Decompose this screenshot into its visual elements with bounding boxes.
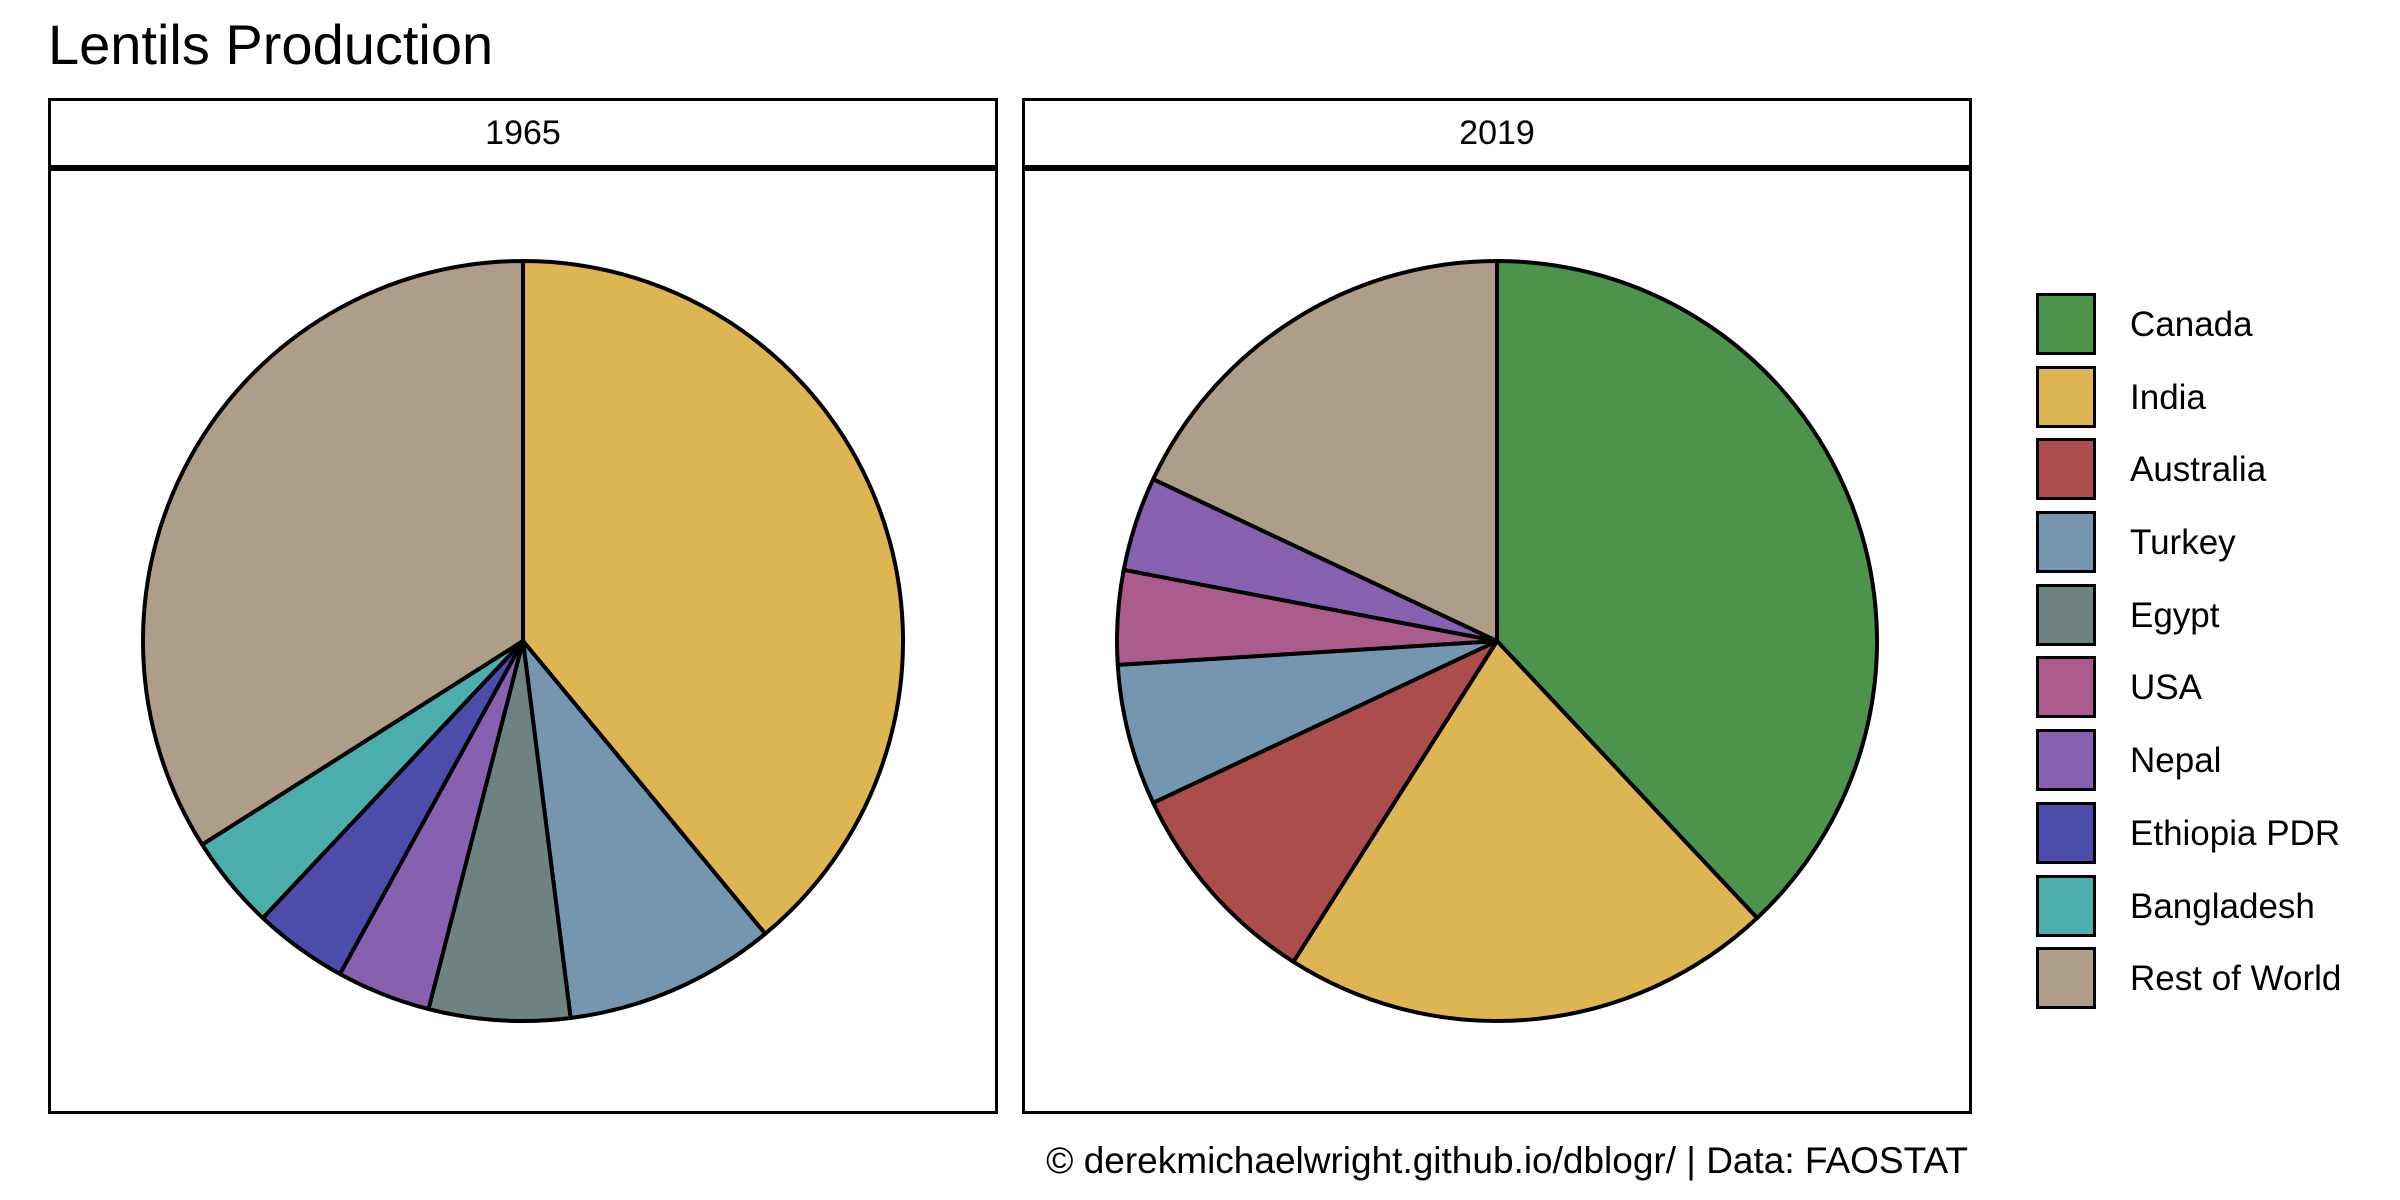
legend-label-canada: Canada <box>2130 305 2253 344</box>
legend-key-bangladesh <box>2036 874 2096 937</box>
chart-title: Lentils Production <box>48 13 494 76</box>
legend-label-egypt: Egypt <box>2130 595 2220 635</box>
legend-item-nepal: Nepal <box>2036 726 2386 799</box>
pie-chart-1965 <box>141 259 905 1023</box>
pie-slice-1965-rest-of-world <box>141 259 525 847</box>
facet-strip-1965: 1965 <box>48 98 998 168</box>
facet-panel-1965: 1965 <box>48 98 998 1114</box>
legend-label-bangladesh: Bangladesh <box>2130 886 2315 926</box>
legend-item-usa: USA <box>2036 653 2386 726</box>
legend-label-australia: Australia <box>2130 450 2267 490</box>
legend-label-nepal: Nepal <box>2130 741 2222 781</box>
legend-label-india: India <box>2130 377 2206 417</box>
legend: Canada India Australia Turkey Egypt USA Nepal E… <box>2036 290 2386 1017</box>
legend-key-ethiopia-pdr <box>2036 801 2096 864</box>
pie-slice-2019-rest-of-world <box>1151 259 1499 643</box>
legend-key-nepal <box>2036 729 2096 792</box>
pie-slice-2019-india <box>1291 639 1760 1023</box>
legend-key-usa <box>2036 656 2096 719</box>
legend-label-usa: USA <box>2130 668 2202 708</box>
legend-label-rest-of-world: Rest of World <box>2130 959 2342 999</box>
plot-area-2019 <box>1022 168 1972 1114</box>
pie-slice-1965-turkey <box>521 639 768 1020</box>
pie-slice-2019-canada <box>1495 259 1879 921</box>
pie-slice-1965-india <box>521 259 905 936</box>
pie-slice-2019-turkey <box>1115 639 1499 805</box>
legend-key-egypt <box>2036 583 2096 646</box>
legend-label-ethiopia-pdr: Ethiopia PDR <box>2130 813 2341 853</box>
legend-key-turkey <box>2036 511 2096 574</box>
legend-item-rest-of-world: Rest of World <box>2036 944 2386 1017</box>
legend-key-rest-of-world <box>2036 947 2096 1010</box>
pie-slice-1965-egypt <box>426 639 573 1023</box>
legend-key-canada <box>2036 293 2096 355</box>
facet-label-2019: 2019 <box>1459 113 1535 152</box>
legend-key-india <box>2036 365 2096 428</box>
legend-item-turkey: Turkey <box>2036 508 2386 581</box>
legend-item-bangladesh: Bangladesh <box>2036 872 2386 945</box>
legend-label-turkey: Turkey <box>2130 523 2236 563</box>
pie-chart-2019 <box>1115 259 1879 1023</box>
plot-area-1965 <box>48 168 998 1114</box>
facet-strip-2019: 2019 <box>1022 98 1972 168</box>
legend-item-australia: Australia <box>2036 435 2386 508</box>
legend-key-australia <box>2036 438 2096 501</box>
facet-panel-2019: 2019 <box>1022 98 1972 1114</box>
legend-item-india: India <box>2036 363 2386 436</box>
legend-item-canada: Canada <box>2036 290 2386 363</box>
legend-item-ethiopia-pdr: Ethiopia PDR <box>2036 799 2386 872</box>
legend-item-egypt: Egypt <box>2036 581 2386 654</box>
caption: © derekmichaelwright.github.io/dblogr/ |… <box>1046 1140 1968 1181</box>
pie-slice-2019-australia <box>1151 639 1499 964</box>
facet-label-1965: 1965 <box>485 113 561 152</box>
